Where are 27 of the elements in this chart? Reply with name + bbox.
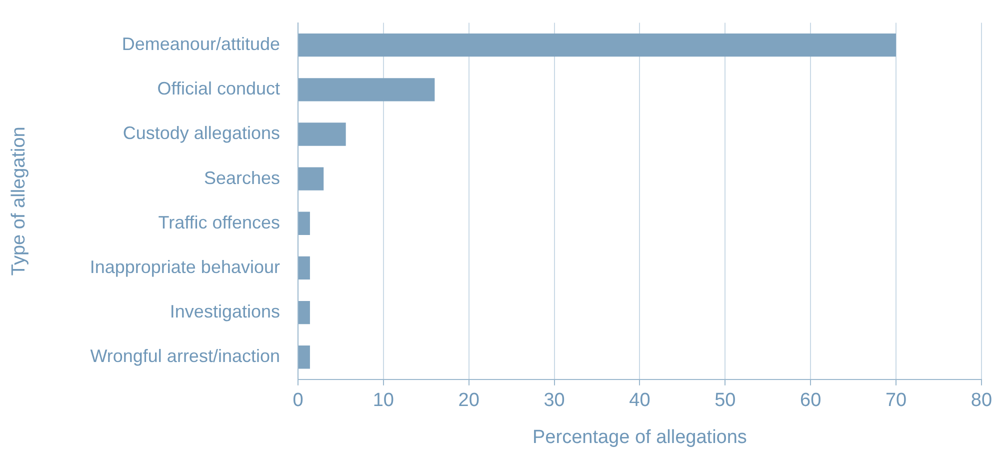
bar xyxy=(298,78,435,102)
y-tick-label: Custody allegations xyxy=(122,123,280,144)
y-tick-label: Searches xyxy=(204,168,280,188)
x-tick-label: 80 xyxy=(970,390,992,412)
y-axis-title: Type of allegation xyxy=(8,126,30,276)
bar xyxy=(298,256,310,280)
y-tick-label: Traffic offences xyxy=(158,212,280,232)
bar xyxy=(298,300,310,324)
bar xyxy=(298,122,346,146)
x-tick-label: 60 xyxy=(800,390,822,412)
x-tick-label: 30 xyxy=(544,390,565,412)
x-tick-label: 40 xyxy=(629,390,650,412)
y-tick-label: Inappropriate behaviour xyxy=(90,256,280,277)
bar xyxy=(298,346,310,369)
x-tick-label: 10 xyxy=(372,390,394,412)
y-tick-label: Investigations xyxy=(170,302,280,322)
y-tick-label: Official conduct xyxy=(157,78,280,99)
bar xyxy=(298,167,324,190)
x-tick-label: 70 xyxy=(885,390,907,412)
x-tick-label: 50 xyxy=(714,390,736,412)
x-axis-title: Percentage of allegations xyxy=(532,426,747,448)
bar xyxy=(298,34,896,57)
x-tick-label: 0 xyxy=(292,390,304,412)
y-tick-label: Demeanour/attitude xyxy=(122,34,280,54)
y-tick-label: Wrongful arrest/inaction xyxy=(90,346,280,366)
bar xyxy=(298,212,310,235)
x-tick-label: 20 xyxy=(458,390,480,412)
